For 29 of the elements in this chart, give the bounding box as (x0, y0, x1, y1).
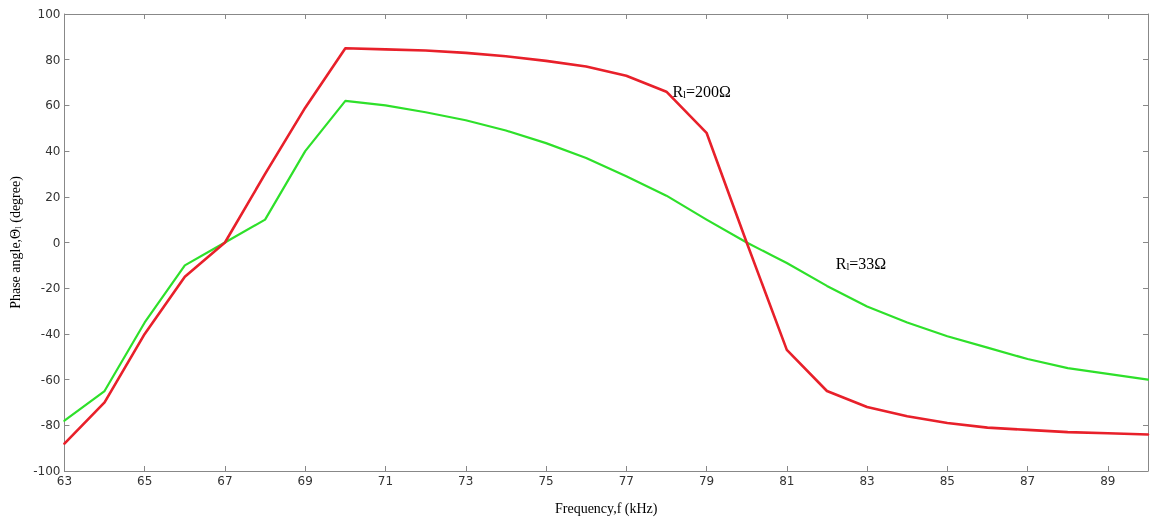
y-tick-label: 0 (52, 235, 61, 250)
y-tick-label: -80 (40, 418, 61, 433)
x-tick-label: 65 (137, 474, 153, 488)
series-label: Rl=200Ω (672, 83, 731, 101)
y-tick-label: 100 (37, 7, 61, 21)
line-series (63, 99, 1150, 422)
x-tick-label: 77 (618, 474, 634, 488)
x-tick-label: 79 (698, 474, 715, 488)
series-label: Rl=33Ω (835, 255, 887, 273)
x-tick-label: 85 (939, 474, 955, 488)
y-tick-label: 20 (45, 189, 61, 204)
y-tick-label: -40 (40, 326, 61, 341)
y-tick-label: 60 (45, 98, 61, 113)
y-tick-label: -60 (40, 372, 61, 387)
line-series (63, 46, 1150, 445)
y-tick-label: 80 (45, 52, 61, 67)
x-tick-label: 75 (538, 474, 554, 488)
x-tick-label: 67 (217, 474, 233, 488)
y-tick-label: 40 (45, 144, 61, 159)
x-tick-label: 87 (1019, 474, 1036, 488)
y-axis-title: Phase angle,Θl (degree) (7, 175, 24, 309)
x-tick-label: 71 (377, 474, 394, 488)
x-tick-label: 83 (859, 474, 875, 488)
y-tick-label: -20 (40, 281, 61, 296)
x-tick-label: 81 (779, 474, 795, 488)
x-axis-title: Frequency,f (kHz) (554, 500, 658, 517)
x-tick-label: 89 (1100, 474, 1116, 488)
x-tick-label: 69 (297, 474, 313, 488)
x-tick-label: 73 (458, 474, 474, 488)
